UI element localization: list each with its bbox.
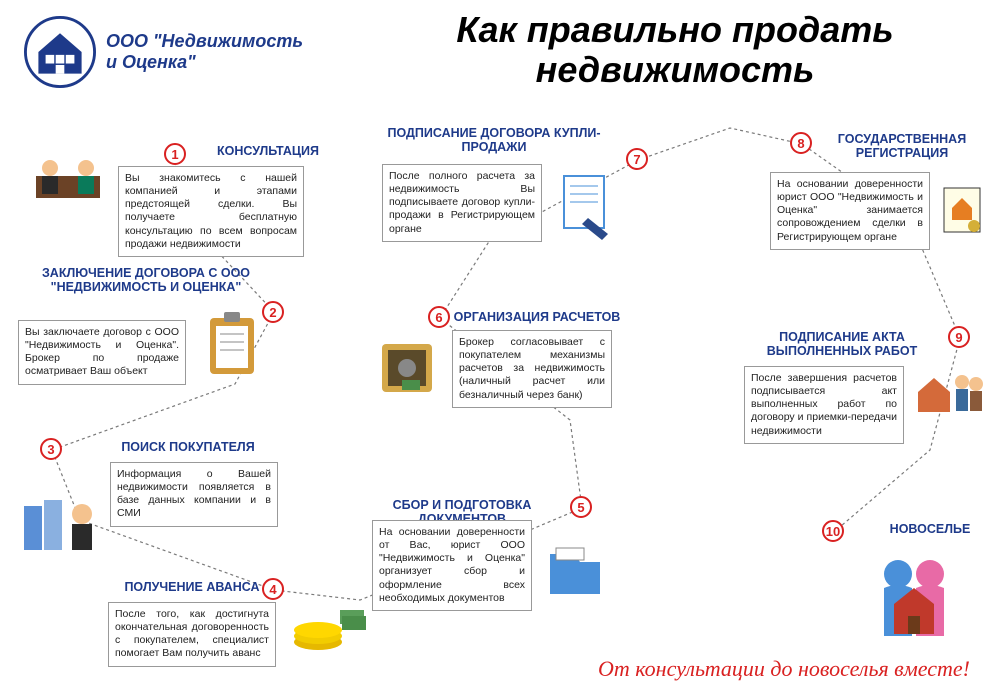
brand-logo: ООО "Недвижимость и Оценка" — [24, 16, 303, 88]
step-icon-8 — [938, 180, 986, 238]
step-icon-3 — [20, 496, 102, 554]
step-body-7: После полного расчета за недвижимость Вы… — [382, 164, 542, 242]
step-number-9: 9 — [948, 326, 970, 348]
title-line2: недвижимость — [380, 50, 970, 90]
step-title-1: КОНСУЛЬТАЦИЯ — [188, 144, 348, 158]
step-title-10: НОВОСЕЛЬЕ — [880, 522, 980, 536]
step-number-8: 8 — [790, 132, 812, 154]
step-body-8: На основании доверенности юрист ООО "Нед… — [770, 172, 930, 250]
step-title-4: ПОЛУЧЕНИЕ АВАНСА — [108, 580, 276, 594]
step-icon-2 — [198, 308, 266, 382]
step-body-4: После того, как достигнута окончательная… — [108, 602, 276, 667]
step-title-2: ЗАКЛЮЧЕНИЕ ДОГОВОРА С ООО "НЕДВИЖИМОСТЬ … — [40, 266, 252, 294]
step-title-6: ОРГАНИЗАЦИЯ РАСЧЕТОВ — [452, 310, 622, 324]
step-number-6: 6 — [428, 306, 450, 328]
step-title-3: ПОИСК ПОКУПАТЕЛЯ — [108, 440, 268, 454]
step-icon-9 — [912, 362, 986, 426]
house-logo-icon — [24, 16, 96, 88]
step-icon-5 — [540, 540, 610, 600]
step-number-10: 10 — [822, 520, 844, 542]
step-body-5: На основании доверенности от Вас, юрист … — [372, 520, 532, 611]
step-body-3: Информация о Вашей недвижимости появляет… — [110, 462, 278, 527]
page-title: Как правильно продать недвижимость — [380, 10, 970, 89]
step-body-2: Вы заключаете договор с ООО "Недвижимост… — [18, 320, 186, 385]
step-number-1: 1 — [164, 143, 186, 165]
step-body-6: Брокер согласовывает с покупателем механ… — [452, 330, 612, 408]
step-number-3: 3 — [40, 438, 62, 460]
step-body-1: Вы знакомитесь с нашей компанией и этапа… — [118, 166, 304, 257]
brand-line2: и Оценка" — [106, 52, 303, 73]
title-line1: Как правильно продать — [380, 10, 970, 50]
step-number-7: 7 — [626, 148, 648, 170]
step-icon-1 — [28, 144, 108, 208]
step-number-5: 5 — [570, 496, 592, 518]
step-title-8: ГОСУДАРСТВЕННАЯ РЕГИСТРАЦИЯ — [818, 132, 986, 160]
step-title-7: ПОДПИСАНИЕ ДОГОВОРА КУПЛИ-ПРОДАЖИ — [382, 126, 606, 154]
step-icon-4 — [290, 602, 368, 652]
step-icon-7 — [554, 170, 618, 242]
tagline: От консультации до новоселья вместе! — [598, 656, 970, 682]
step-title-9: ПОДПИСАНИЕ АКТА ВЫПОЛНЕННЫХ РАБОТ — [744, 330, 940, 358]
step-icon-6 — [372, 334, 442, 398]
brand-line1: ООО "Недвижимость — [106, 31, 303, 52]
step-body-9: После завершения расчетов подписывается … — [744, 366, 904, 444]
step-icon-10 — [854, 546, 974, 656]
